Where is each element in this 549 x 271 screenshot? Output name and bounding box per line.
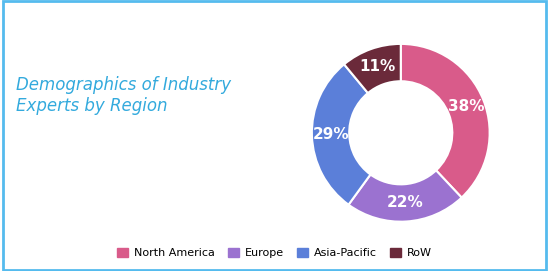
Text: 38%: 38% bbox=[448, 99, 484, 114]
Text: Demographics of Industry
Experts by Region: Demographics of Industry Experts by Regi… bbox=[16, 76, 232, 115]
Wedge shape bbox=[401, 44, 490, 198]
Wedge shape bbox=[344, 44, 401, 93]
Text: 11%: 11% bbox=[359, 59, 395, 74]
Wedge shape bbox=[312, 64, 371, 205]
Text: 29%: 29% bbox=[312, 127, 349, 143]
Text: 22%: 22% bbox=[387, 195, 424, 210]
Wedge shape bbox=[349, 170, 462, 222]
Legend: North America, Europe, Asia-Pacific, RoW: North America, Europe, Asia-Pacific, RoW bbox=[113, 243, 436, 263]
